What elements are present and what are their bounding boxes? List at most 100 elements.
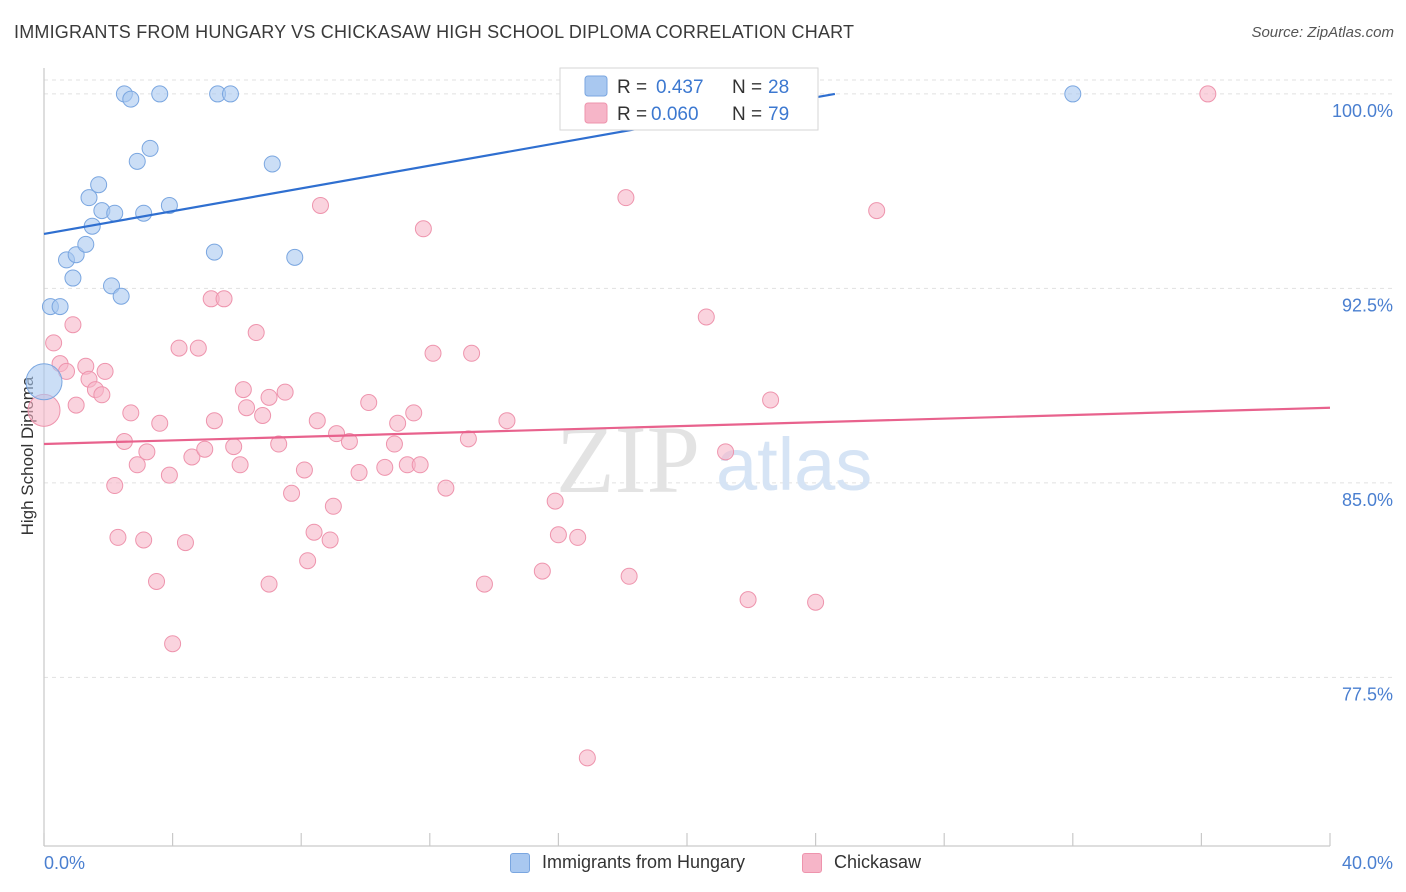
point-chickasaw xyxy=(260,575,278,593)
point-chickasaw xyxy=(340,432,358,450)
watermark-atlas: atlas xyxy=(716,423,872,506)
point-hungary xyxy=(106,204,124,222)
point-chickasaw xyxy=(238,399,256,417)
legend-n-label-pink: N = xyxy=(732,104,762,125)
point-chickasaw xyxy=(183,448,201,466)
point-chickasaw xyxy=(868,202,886,220)
point-chickasaw xyxy=(459,430,477,448)
point-chickasaw xyxy=(463,344,481,362)
point-chickasaw xyxy=(405,404,423,422)
point-chickasaw xyxy=(321,531,339,549)
point-chickasaw xyxy=(549,526,567,544)
point-chickasaw xyxy=(498,412,516,430)
points-blue xyxy=(25,85,1082,401)
legend-item-hungary: Immigrants from Hungary xyxy=(510,852,745,873)
point-chickasaw xyxy=(414,220,432,238)
point-chickasaw xyxy=(437,479,455,497)
point-hungary xyxy=(67,246,85,264)
point-chickasaw xyxy=(324,497,342,515)
point-chickasaw xyxy=(295,461,313,479)
legend-n-label-blue: N = xyxy=(732,77,762,98)
point-chickasaw xyxy=(308,412,326,430)
point-chickasaw xyxy=(45,334,63,352)
point-hungary xyxy=(286,248,304,266)
point-hungary xyxy=(51,298,69,316)
x-tick-label-min: 0.0% xyxy=(44,853,85,873)
point-chickasaw xyxy=(164,635,182,653)
point-hungary xyxy=(1064,85,1082,103)
point-hungary xyxy=(151,85,169,103)
watermark-zip: ZIP xyxy=(556,406,700,513)
legend-label-hungary: Immigrants from Hungary xyxy=(542,852,746,872)
point-chickasaw xyxy=(260,388,278,406)
point-hungary xyxy=(90,176,108,194)
point-chickasaw xyxy=(411,456,429,474)
y-tick-labels: 77.5% 85.0% 92.5% 100.0% xyxy=(1332,101,1393,705)
point-chickasaw xyxy=(270,435,288,453)
legend-swatch-chickasaw xyxy=(802,852,822,873)
point-chickasaw xyxy=(762,391,780,409)
legend-n-value-pink: 79 xyxy=(768,104,789,125)
x-ticks xyxy=(43,833,1331,846)
legend-swatch-pink xyxy=(584,102,608,124)
point-hungary xyxy=(77,235,95,253)
point-chickasaw xyxy=(225,438,243,456)
watermark: ZIP atlas xyxy=(556,406,872,513)
point-hungary xyxy=(112,287,130,305)
point-chickasaw xyxy=(160,466,178,484)
series-legend: Immigrants from Hungary Chickasaw xyxy=(0,852,1406,878)
point-chickasaw xyxy=(122,404,140,422)
point-chickasaw xyxy=(311,196,329,214)
legend-label-chickasaw: Chickasaw xyxy=(834,852,922,872)
point-chickasaw xyxy=(389,414,407,432)
y-tick-label: 85.0% xyxy=(1342,490,1393,510)
point-hungary xyxy=(221,85,239,103)
point-chickasaw xyxy=(350,464,368,482)
point-hungary xyxy=(80,189,98,207)
point-chickasaw xyxy=(569,528,587,546)
point-chickasaw xyxy=(106,477,124,495)
legend-r-value-pink: 0.060 xyxy=(651,104,699,125)
point-chickasaw xyxy=(109,528,127,546)
point-hungary xyxy=(263,155,281,173)
legend-swatch-hungary xyxy=(510,852,530,873)
legend-r-label-pink: R = xyxy=(617,104,647,125)
point-chickasaw xyxy=(376,458,394,476)
points-pink xyxy=(27,85,1217,767)
point-hungary xyxy=(205,243,223,261)
point-chickasaw xyxy=(739,591,757,609)
point-chickasaw xyxy=(205,412,223,430)
point-chickasaw xyxy=(533,562,551,580)
point-chickasaw xyxy=(697,308,715,326)
x-tick-label-max: 40.0% xyxy=(1342,853,1393,873)
point-chickasaw xyxy=(578,749,596,767)
legend-item-chickasaw: Chickasaw xyxy=(802,852,921,873)
trend-line-chickasaw xyxy=(43,406,1331,446)
point-chickasaw xyxy=(189,339,207,357)
point-chickasaw xyxy=(283,484,301,502)
chart-title: IMMIGRANTS FROM HUNGARY VS CHICKASAW HIG… xyxy=(14,22,855,42)
correlation-legend: R = 0.437 N = 28 R = 0.060 N = 79 xyxy=(559,67,819,131)
point-chickasaw xyxy=(276,383,294,401)
point-chickasaw xyxy=(385,435,403,453)
point-hungary xyxy=(135,204,153,222)
point-hungary xyxy=(103,277,121,295)
point-chickasaw xyxy=(617,189,635,207)
gridlines xyxy=(44,79,1393,678)
point-hungary xyxy=(141,139,159,157)
point-chickasaw xyxy=(424,344,442,362)
source-label: Source: ZipAtlas.com xyxy=(1251,24,1394,41)
point-chickasaw xyxy=(176,534,194,552)
y-tick-label: 77.5% xyxy=(1342,684,1393,704)
point-chickasaw xyxy=(305,523,323,541)
point-hungary xyxy=(64,269,82,287)
point-hungary xyxy=(160,196,178,214)
point-chickasaw xyxy=(93,386,111,404)
point-chickasaw xyxy=(620,567,638,585)
legend-r-value-blue: 0.437 xyxy=(656,77,704,98)
point-hungary xyxy=(25,363,63,401)
y-tick-label: 92.5% xyxy=(1342,295,1393,315)
point-chickasaw xyxy=(170,339,188,357)
point-chickasaw xyxy=(1199,85,1217,103)
